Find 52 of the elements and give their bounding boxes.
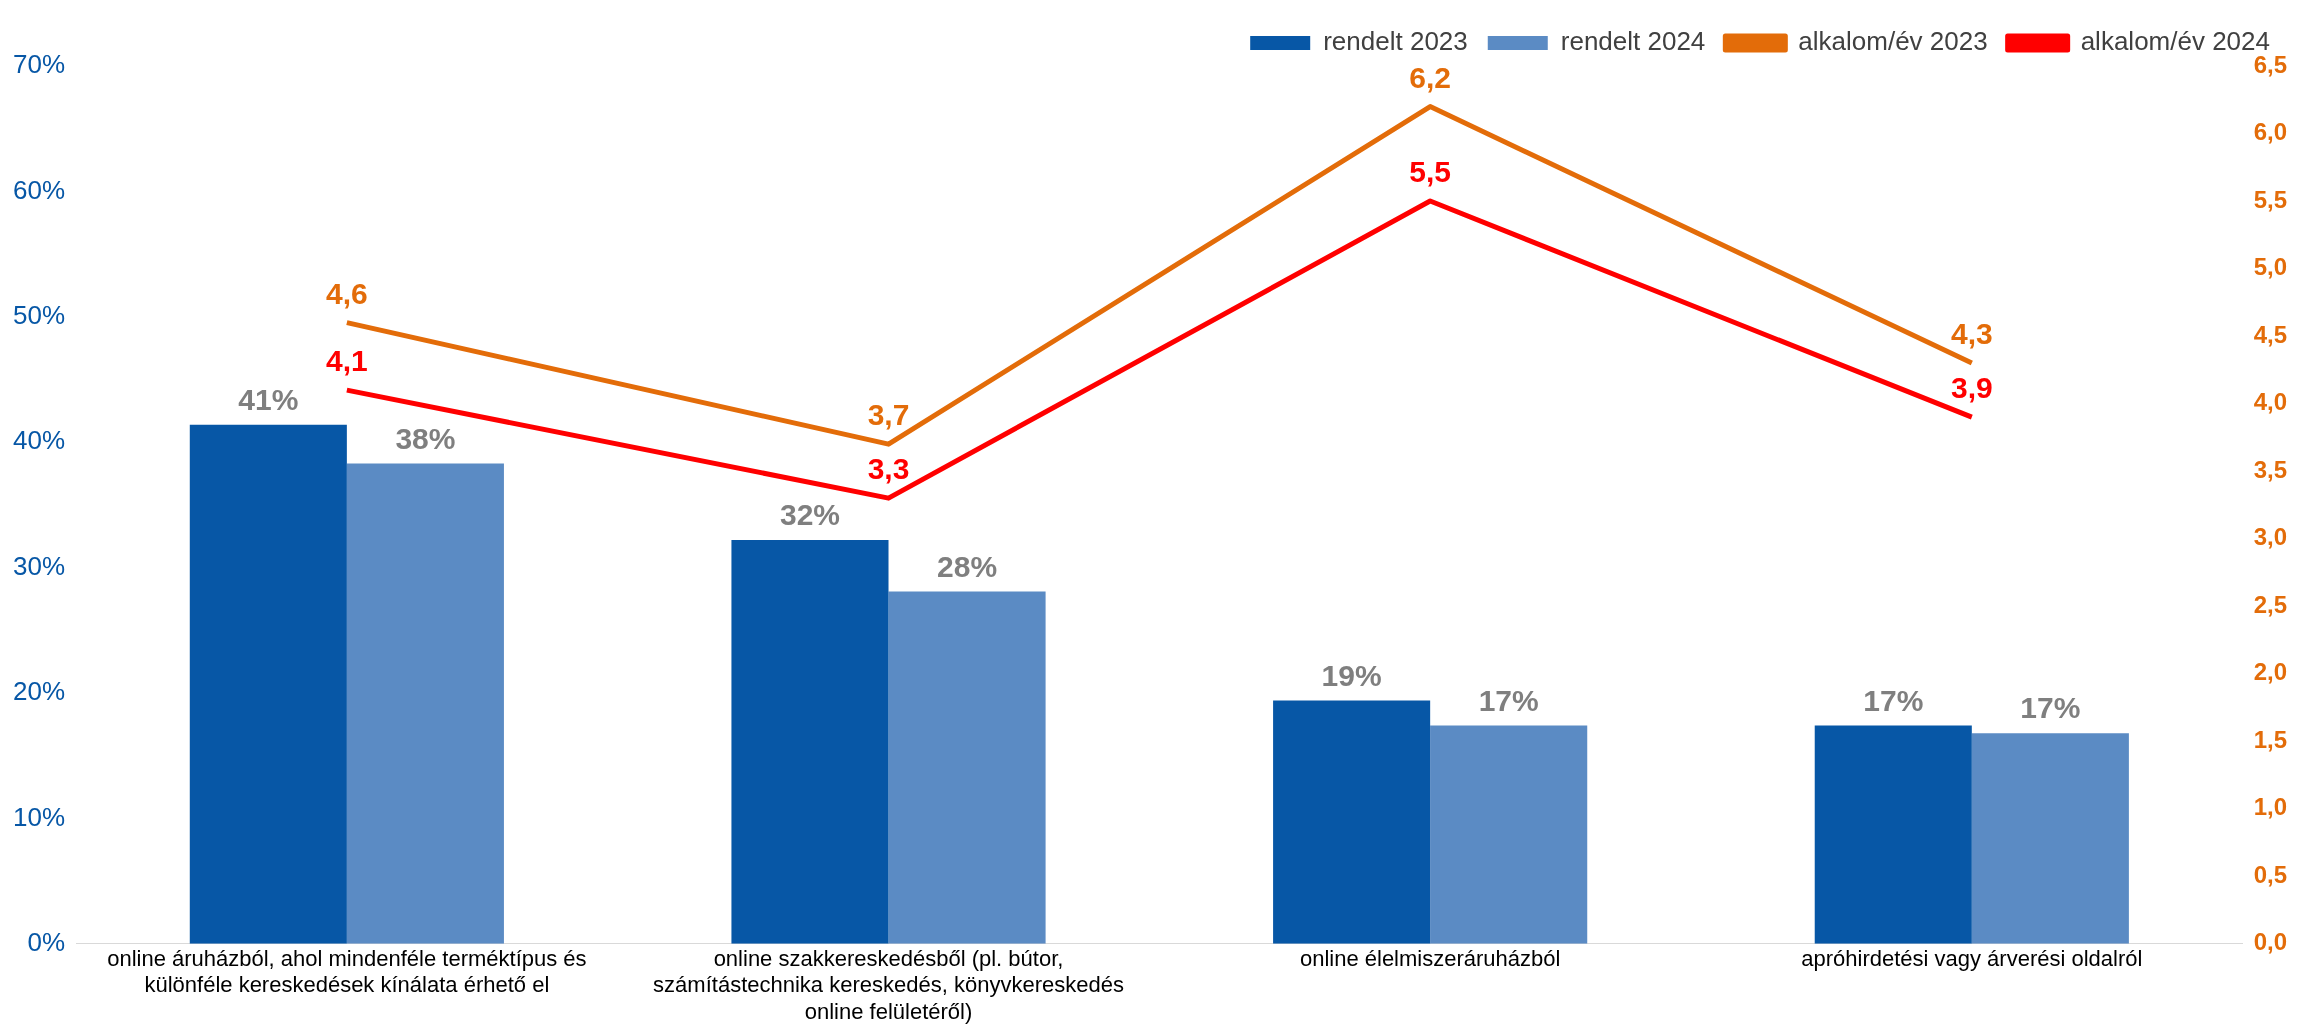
bar	[888, 591, 1046, 944]
bar	[1971, 733, 2129, 944]
data-label: 4,1	[326, 344, 368, 378]
data-label: 4,3	[1950, 317, 1993, 351]
x-tick-label: online szakkereskedésből (pl. bútor, számítástechnika kereskedés, könyvkereskedés online felületéről)	[653, 946, 1124, 1024]
data-label: 3,9	[1950, 371, 1993, 405]
y-tick-label: 30%	[12, 550, 66, 581]
bar	[1430, 725, 1588, 944]
legend-label: alkalom/év 2023	[1798, 26, 1988, 57]
data-label: 6,2	[1409, 60, 1452, 94]
data-label: 38%	[395, 421, 456, 455]
data-label: 17%	[1478, 683, 1539, 717]
y2-tick-label: 1,0	[2253, 793, 2288, 821]
data-label: 19%	[1321, 658, 1382, 692]
data-label: 3,7	[867, 398, 910, 432]
y-tick-label: 50%	[12, 299, 66, 330]
bar	[731, 540, 889, 944]
y2-tick-label: 2,0	[2253, 658, 2288, 686]
y2-tick-label: 1,5	[2253, 725, 2288, 753]
bar	[1273, 700, 1431, 944]
data-label: 32%	[779, 498, 840, 532]
y2-tick-label: 0,0	[2253, 928, 2288, 956]
y2-tick-label: 0,5	[2253, 860, 2288, 888]
bar	[1814, 725, 1972, 944]
data-label: 5,5	[1409, 155, 1452, 189]
y2-tick-label: 5,5	[2253, 185, 2288, 213]
y-tick-label: 60%	[12, 174, 66, 205]
data-label: 17%	[2020, 691, 2081, 725]
y-tick-label: 0%	[27, 926, 66, 957]
y-tick-label: 70%	[12, 49, 66, 80]
y2-tick-label: 2,5	[2253, 590, 2288, 618]
y-tick-label: 40%	[12, 425, 66, 456]
bar	[189, 424, 347, 944]
data-label: 41%	[238, 382, 299, 416]
y2-tick-label: 6,0	[2253, 118, 2288, 146]
y2-tick-label: 4,0	[2253, 388, 2288, 416]
data-label: 28%	[937, 549, 998, 583]
y2-tick-label: 3,0	[2253, 523, 2288, 551]
bar	[346, 463, 504, 944]
data-label: 17%	[1863, 683, 1924, 717]
y-tick-label: 20%	[12, 676, 66, 707]
y2-tick-label: 4,5	[2253, 320, 2288, 348]
data-label: 3,3	[867, 452, 910, 486]
y2-tick-label: 3,5	[2253, 455, 2288, 483]
x-tick-label: apróhirdetési vagy árverési oldalról	[1801, 946, 2143, 972]
data-label: 4,6	[326, 276, 368, 310]
x-tick-label: online áruházból, ahol mindenféle terméktípus és különféle kereskedések kínálata érhető el	[107, 946, 587, 998]
y2-tick-label: 5,0	[2253, 253, 2288, 281]
x-tick-label: online élelmiszeráruházból	[1299, 946, 1561, 972]
y-tick-label: 10%	[12, 801, 66, 832]
legend-label: rendelt 2024	[1560, 26, 1706, 57]
legend-label: rendelt 2023	[1323, 26, 1468, 57]
